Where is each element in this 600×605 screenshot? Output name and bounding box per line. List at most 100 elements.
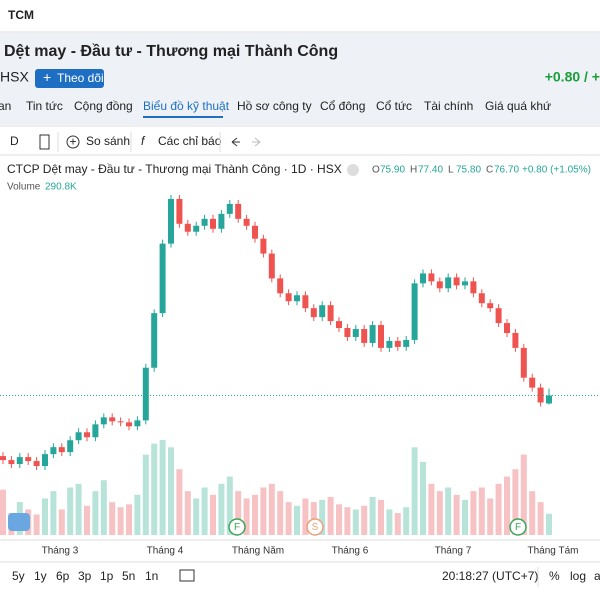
volume-bar bbox=[386, 509, 393, 535]
top-bar bbox=[0, 0, 600, 32]
candle-body bbox=[336, 321, 342, 329]
candle-body bbox=[134, 420, 141, 427]
auto[interactable]: a bbox=[594, 569, 600, 583]
volume-bar bbox=[352, 509, 359, 535]
candle-body bbox=[361, 329, 368, 343]
volume-bar bbox=[84, 505, 90, 535]
x-tick-label: Tháng 7 bbox=[435, 546, 472, 557]
follow-button[interactable] bbox=[35, 69, 104, 88]
tab[interactable]: Giá quá khứ bbox=[485, 99, 551, 113]
candle-body bbox=[58, 447, 65, 453]
tab[interactable]: Hồ sơ công ty bbox=[237, 99, 312, 113]
candle-body bbox=[386, 340, 393, 348]
event-marker[interactable] bbox=[306, 518, 324, 536]
event-label: F bbox=[515, 522, 521, 533]
range-button[interactable]: 5y bbox=[12, 569, 25, 583]
candle-body bbox=[151, 313, 158, 368]
ohlc-value: 75.80 bbox=[456, 165, 481, 176]
volume-bar bbox=[151, 443, 158, 535]
candle-body bbox=[504, 323, 510, 333]
ohlc-key: O bbox=[372, 165, 380, 176]
x-tick-label: Tháng Năm bbox=[232, 546, 284, 557]
tab[interactable]: Tin tức bbox=[26, 99, 63, 113]
candle-body bbox=[84, 432, 90, 438]
volume-bar bbox=[75, 483, 82, 535]
volume-bar bbox=[512, 469, 519, 535]
candle-body bbox=[394, 340, 401, 347]
tab[interactable]: an bbox=[0, 99, 11, 113]
volume-bar bbox=[319, 499, 326, 535]
volume-bar bbox=[504, 476, 510, 535]
candle-body bbox=[445, 277, 452, 289]
range-button[interactable]: 5n bbox=[122, 569, 135, 583]
change-label: +0.80 (+1.05%) bbox=[522, 165, 591, 176]
range-button[interactable]: 1n bbox=[145, 569, 158, 583]
redo[interactable] bbox=[252, 137, 261, 147]
volume-bar bbox=[201, 487, 208, 535]
compare-plus: + bbox=[70, 135, 77, 149]
volume-bar bbox=[294, 505, 300, 535]
ohlc-value: 76.70 bbox=[494, 165, 519, 176]
volume-bar bbox=[184, 491, 191, 535]
interval[interactable]: D bbox=[10, 134, 19, 148]
volume-bar bbox=[378, 499, 384, 535]
range-button[interactable]: 3p bbox=[78, 569, 92, 583]
volume-bar bbox=[235, 491, 242, 535]
volume-bar bbox=[117, 507, 124, 535]
candle-body bbox=[529, 377, 536, 388]
tab[interactable]: Cổ đông bbox=[320, 99, 365, 113]
date-range-icon[interactable] bbox=[179, 569, 195, 582]
candle-body bbox=[428, 273, 435, 282]
tab[interactable]: Cổ tức bbox=[376, 99, 412, 113]
compare-icon[interactable] bbox=[66, 135, 80, 149]
tab[interactable]: Tài chính bbox=[424, 99, 473, 113]
candle-body bbox=[117, 421, 124, 423]
candle-body bbox=[487, 303, 494, 309]
compare[interactable]: So sánh bbox=[86, 134, 130, 148]
candle-body bbox=[436, 281, 443, 289]
range-button[interactable]: 1p bbox=[100, 569, 114, 583]
plus-icon: + bbox=[43, 69, 51, 85]
event-marker[interactable] bbox=[509, 518, 527, 536]
candle-body bbox=[495, 308, 502, 324]
candle-body bbox=[294, 295, 300, 302]
event-label: F bbox=[234, 522, 240, 533]
range-button[interactable]: 6p bbox=[56, 569, 70, 583]
candle-icon[interactable] bbox=[39, 134, 50, 150]
exchange: HSX bbox=[0, 69, 29, 85]
volume-bar bbox=[226, 476, 233, 535]
volume-bar bbox=[361, 505, 368, 535]
volume-bar bbox=[277, 491, 284, 535]
volume-bar bbox=[369, 497, 376, 535]
range-button[interactable]: 1y bbox=[34, 569, 47, 583]
percent[interactable]: % bbox=[549, 569, 560, 583]
event-marker[interactable] bbox=[228, 518, 246, 536]
candle-body bbox=[268, 253, 275, 279]
volume-bar bbox=[58, 509, 65, 535]
tabs: an Tin tức Cộng đồng Biểu đồ kỹ thuật Hồ sơ … bbox=[0, 99, 551, 118]
x-tick-label: Tháng 4 bbox=[147, 546, 184, 557]
volume-bar bbox=[126, 504, 132, 535]
candle-body bbox=[520, 347, 527, 378]
volume-bar bbox=[411, 447, 418, 535]
tab[interactable]: Biểu đồ kỹ thuật bbox=[143, 99, 230, 113]
indicators[interactable]: Các chỉ báo bbox=[158, 134, 222, 148]
tab[interactable]: Cộng đồng bbox=[74, 99, 133, 113]
candle-body bbox=[453, 277, 460, 286]
undo[interactable] bbox=[231, 137, 240, 147]
volume-bar bbox=[268, 483, 275, 535]
volume-bar bbox=[520, 454, 527, 535]
volume-bar bbox=[546, 513, 552, 535]
volume-value: 290.8K bbox=[45, 182, 77, 193]
candle-body bbox=[67, 440, 74, 453]
ohlc-legend: O 75.90 H 77.40 L 75.80 C 76.70 +0.80 (+1.05%) bbox=[372, 165, 591, 176]
volume-bar bbox=[33, 514, 40, 535]
fx-icon[interactable]: f bbox=[141, 134, 146, 148]
volume-bar bbox=[50, 491, 57, 535]
candle-body bbox=[243, 218, 250, 226]
volume-bar bbox=[394, 513, 401, 535]
candle-body bbox=[277, 278, 284, 294]
log[interactable]: log bbox=[570, 569, 586, 583]
settings-dot[interactable] bbox=[347, 164, 359, 176]
